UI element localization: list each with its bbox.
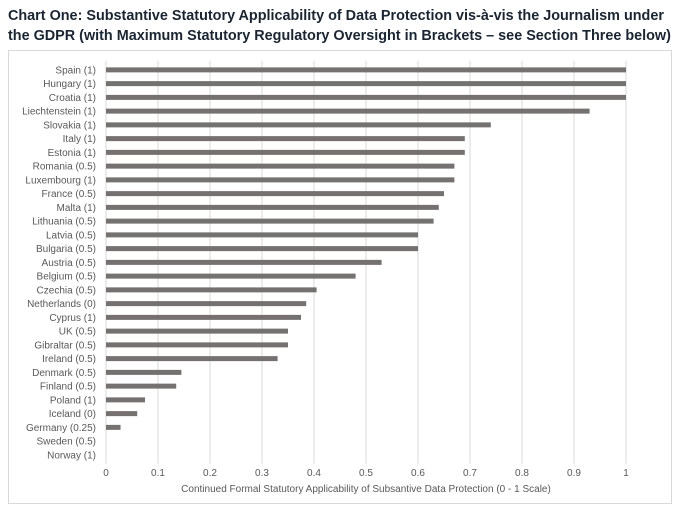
bar	[106, 369, 182, 375]
bar	[106, 136, 465, 142]
bar	[106, 259, 382, 265]
bar	[106, 411, 138, 417]
x-tick-label: 0.1	[151, 468, 165, 479]
bar-chart: Spain (1) Hungary (1) Croatia (1) Liechtens…	[22, 61, 629, 495]
category-label: Romania (0.5)	[33, 162, 96, 173]
bar	[106, 218, 434, 224]
category-label: Italy (1)	[63, 134, 96, 145]
x-tick-label: 0.7	[463, 468, 477, 479]
bar	[106, 232, 418, 238]
category-label: France (0.5)	[42, 189, 96, 200]
category-label: Netherlands (0)	[27, 299, 96, 310]
bar	[106, 149, 465, 155]
category-label: Austria (0.5)	[42, 258, 96, 269]
category-label: Spain (1)	[55, 65, 96, 76]
bar	[106, 424, 121, 430]
category-label: Latvia (0.5)	[46, 230, 96, 241]
bar	[106, 67, 626, 73]
category-label: Estonia (1)	[48, 148, 96, 159]
bar	[106, 204, 439, 210]
x-tick-labels: 0 0.1 0.2 0.3 0.4 0.5 0.6 0.7 0.8 0.9 1	[103, 468, 629, 479]
x-tick-label: 0.2	[203, 468, 217, 479]
bar	[106, 81, 626, 87]
bar	[106, 246, 418, 252]
category-label: Sweden (0.5)	[37, 437, 96, 448]
bar	[106, 94, 626, 100]
category-label: Finland (0.5)	[40, 382, 96, 393]
bar	[106, 301, 307, 307]
bars	[106, 67, 626, 430]
category-label: Belgium (0.5)	[37, 272, 96, 283]
x-tick-label: 0.3	[255, 468, 269, 479]
category-label: Hungary (1)	[43, 79, 96, 90]
category-label: Liechtenstein (1)	[22, 107, 96, 118]
chart-title: Chart One: Substantive Statutory Applica…	[8, 8, 671, 44]
bar	[106, 287, 317, 293]
x-tick-label: 0.9	[567, 468, 581, 479]
x-tick-label: 0.8	[515, 468, 529, 479]
category-label: Luxembourg (1)	[25, 175, 96, 186]
category-label: Slovakia (1)	[43, 120, 96, 131]
category-label: Denmark (0.5)	[32, 368, 96, 379]
bar	[106, 342, 288, 348]
x-tick-label: 0.4	[307, 468, 321, 479]
bar	[106, 356, 278, 362]
category-label: Norway (1)	[47, 450, 96, 461]
bar	[106, 314, 301, 320]
category-label: Gibraltar (0.5)	[34, 340, 96, 351]
bar	[106, 383, 177, 389]
category-label: Cyprus (1)	[49, 313, 96, 324]
bar	[106, 163, 455, 169]
bar	[106, 328, 288, 334]
bar	[106, 191, 444, 197]
category-label: Czechia (0.5)	[37, 285, 96, 296]
category-label: Bulgaria (0.5)	[36, 244, 96, 255]
category-label: Malta (1)	[57, 203, 96, 214]
category-label: Ireland (0.5)	[42, 354, 96, 365]
category-labels: Spain (1) Hungary (1) Croatia (1) Liechtens…	[22, 65, 96, 461]
x-tick-label: 1	[623, 468, 629, 479]
category-label: Poland (1)	[50, 395, 96, 406]
x-tick-label: 0.5	[359, 468, 373, 479]
x-axis-label: Continued Formal Statutory Applicability…	[181, 484, 551, 495]
bar	[106, 177, 455, 183]
chart-frame: Spain (1) Hungary (1) Croatia (1) Liechtens…	[8, 50, 672, 504]
bar	[106, 108, 590, 114]
category-label: UK (0.5)	[59, 327, 96, 338]
category-label: Croatia (1)	[49, 93, 96, 104]
category-label: Iceland (0)	[49, 409, 96, 420]
bar	[106, 122, 491, 128]
bar	[106, 397, 145, 403]
category-label: Germany (0.25)	[26, 423, 96, 434]
bar	[106, 273, 356, 279]
x-tick-label: 0.6	[411, 468, 425, 479]
x-tick-label: 0	[103, 468, 109, 479]
category-label: Lithuania (0.5)	[32, 217, 96, 228]
